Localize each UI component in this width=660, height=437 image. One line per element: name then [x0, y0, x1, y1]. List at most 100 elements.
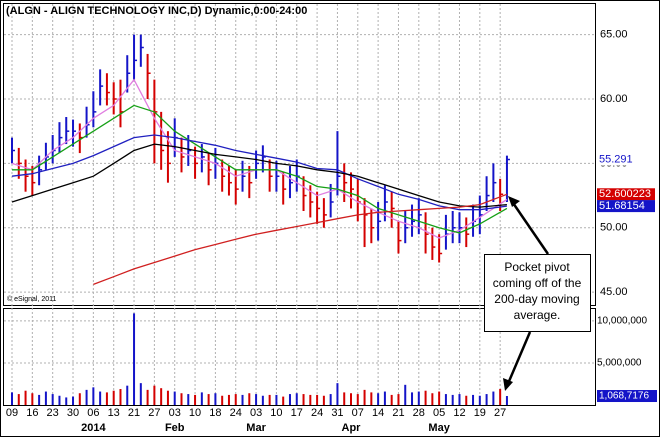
volume-bar — [160, 388, 163, 405]
volume-bar — [44, 391, 47, 405]
volume-bar — [309, 394, 312, 405]
volume-bar — [465, 395, 468, 405]
credit: © eSignal, 2011 — [7, 295, 57, 303]
x-tick-label: 17 — [291, 407, 303, 419]
volume-value-box — [597, 390, 657, 403]
x-tick-label: 28 — [413, 407, 425, 419]
volume-bar — [458, 394, 461, 405]
volume-bar — [221, 395, 224, 405]
x-tick-label: 23 — [47, 407, 59, 419]
arrow-head — [508, 196, 520, 207]
volume-bar — [112, 390, 115, 405]
x-tick-label: 27 — [148, 407, 160, 419]
volume-bar — [472, 394, 475, 405]
volume-bar — [411, 392, 414, 405]
volume-bar — [99, 391, 102, 405]
volume-bar — [505, 396, 508, 405]
x-tick-label: 24 — [311, 407, 323, 419]
volume-bar — [417, 391, 420, 405]
volume-bar — [105, 392, 108, 405]
last-value-box — [597, 188, 655, 201]
volume-bar — [65, 397, 68, 405]
last-value-label: 55.291 — [599, 154, 633, 166]
x-month-label: May — [428, 422, 450, 434]
volume-bar — [444, 394, 447, 405]
x-tick-label: 21 — [128, 407, 140, 419]
last-value-box — [597, 153, 655, 166]
x-tick-label: 07 — [352, 407, 364, 419]
x-tick-label: 16 — [26, 407, 38, 419]
price-panel — [3, 3, 596, 306]
volume-bar — [51, 394, 54, 405]
x-tick-label: 10 — [189, 407, 201, 419]
x-tick-label: 03 — [250, 407, 262, 419]
volume-bar — [11, 392, 13, 405]
volume-bar — [390, 394, 393, 405]
volume-bar — [397, 394, 400, 405]
moving-average — [93, 193, 508, 286]
volume-bar — [214, 393, 217, 405]
y-tick-label: 60.00 — [600, 93, 628, 105]
x-tick-label: 10 — [270, 407, 282, 419]
x-tick-label: 30 — [67, 407, 79, 419]
y-tick-label: 45.00 — [600, 286, 628, 298]
volume-bar — [78, 393, 81, 405]
volume-bar — [38, 394, 41, 405]
x-tick-label: 27 — [494, 407, 506, 419]
volume-bar — [58, 395, 61, 405]
volume-bar — [383, 391, 386, 405]
chart-title: (ALGN - ALIGN TECHNOLOGY INC,D) Dynamic,… — [6, 5, 307, 17]
volume-bar — [200, 392, 203, 405]
x-tick-label: 24 — [230, 407, 242, 419]
y-tick-label: 50.00 — [600, 222, 628, 234]
volume-bar — [92, 387, 95, 405]
volume-bar — [17, 394, 20, 405]
volume-bar — [350, 393, 352, 405]
arrow — [505, 331, 532, 387]
x-tick-label: 14 — [372, 407, 384, 419]
volume-bar — [261, 395, 264, 405]
annotation-line: Pocket pivot — [504, 260, 570, 274]
volume-bar — [126, 385, 129, 405]
moving-average — [11, 134, 507, 211]
volume-bar — [268, 394, 271, 405]
x-tick-label: 09 — [6, 407, 18, 419]
volume-value-label: 1,068,7176 — [599, 391, 649, 402]
annotation-line: 200-day moving — [494, 292, 579, 306]
volume-bar — [194, 394, 197, 405]
volume-bar — [153, 385, 156, 405]
volume-bar — [139, 383, 142, 405]
x-month-label: 2014 — [81, 422, 106, 434]
annotation-line: average. — [514, 308, 561, 322]
volume-bar — [241, 394, 244, 405]
volume-bar — [173, 391, 176, 405]
volume-bar — [187, 394, 190, 405]
annotation-box — [484, 254, 591, 332]
volume-bar — [180, 393, 183, 405]
volume-bar — [275, 394, 278, 405]
volume-bar — [119, 389, 122, 405]
volume-bar — [431, 393, 434, 405]
arrow-head — [503, 378, 513, 391]
volume-bar — [377, 393, 380, 405]
volume-bar — [146, 389, 149, 405]
y-tick-label: 65.00 — [600, 29, 628, 41]
volume-bar — [255, 394, 258, 405]
x-tick-label: 19 — [474, 407, 486, 419]
last-value-label: 52.600223 — [599, 188, 651, 200]
volume-bar — [234, 394, 237, 405]
volume-bar — [248, 393, 251, 405]
volume-bar — [166, 390, 169, 405]
last-value-label: 51.68154 — [599, 200, 645, 212]
volume-bar — [24, 390, 27, 405]
x-tick-label: 12 — [453, 407, 465, 419]
x-tick-label: 06 — [87, 407, 99, 419]
volume-bar — [492, 391, 495, 405]
volume-bar — [316, 394, 319, 405]
volume-bar — [302, 394, 305, 405]
volume-bar — [363, 389, 366, 405]
x-tick-label: 18 — [209, 407, 221, 419]
annotation-line: coming off of the — [493, 276, 582, 290]
